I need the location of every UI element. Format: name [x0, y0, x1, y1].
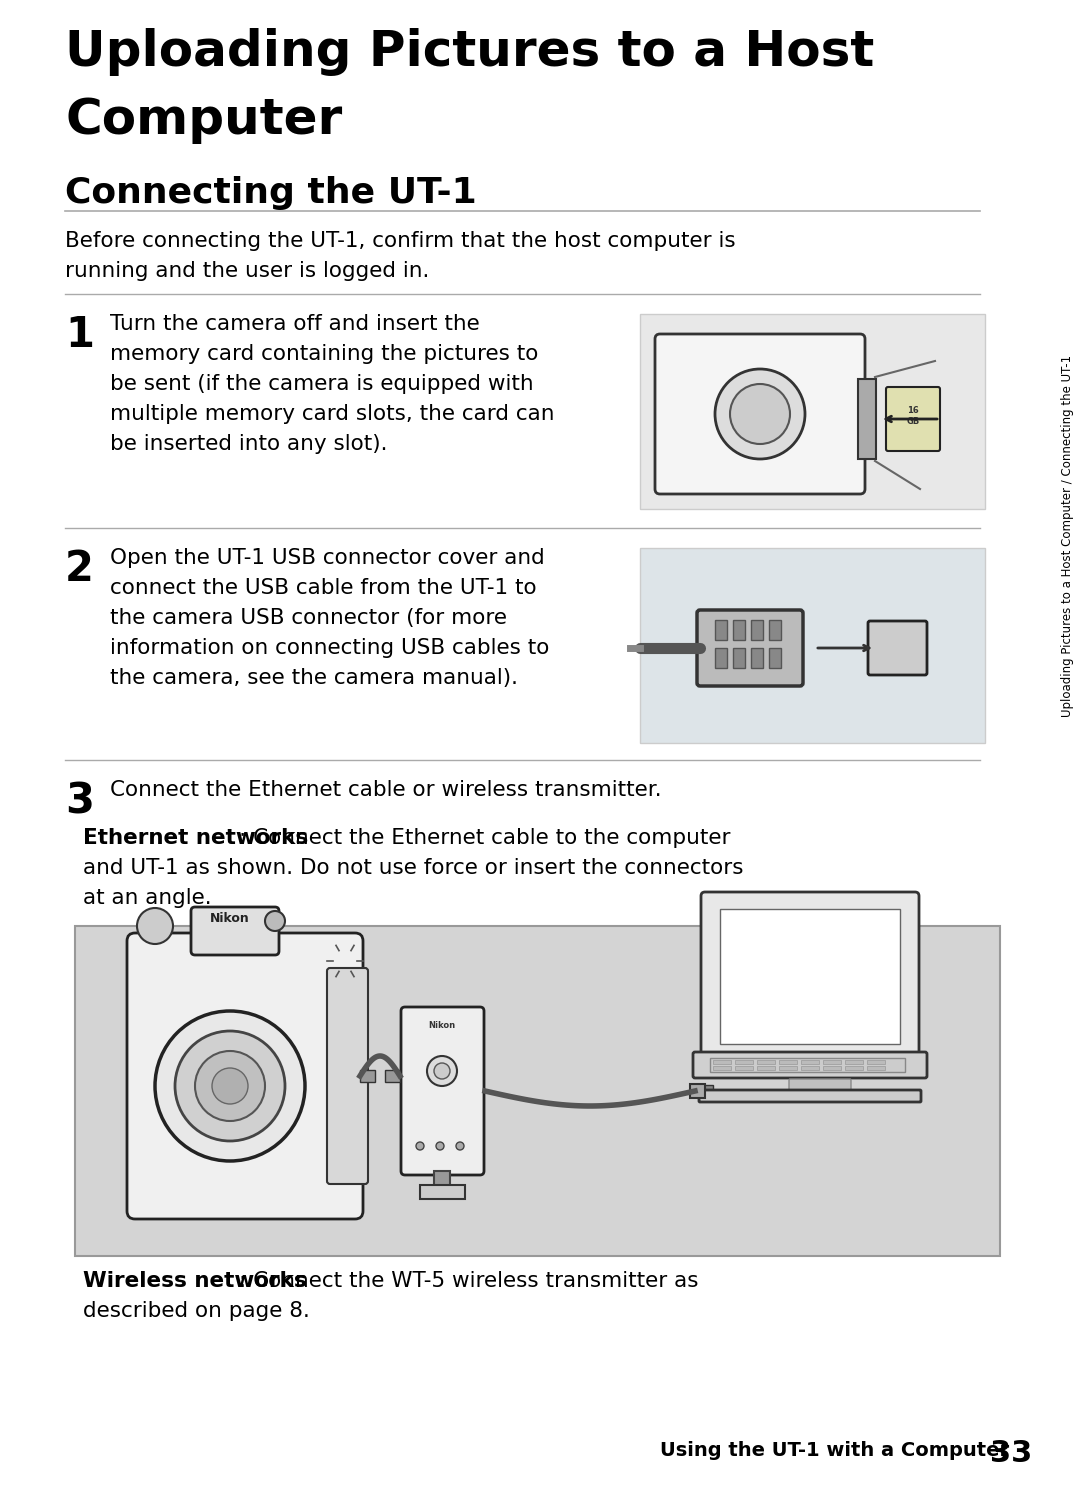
FancyBboxPatch shape: [868, 621, 927, 675]
Text: the camera, see the camera manual).: the camera, see the camera manual).: [110, 669, 518, 688]
Circle shape: [212, 1068, 248, 1104]
Text: : Connect the WT-5 wireless transmitter as: : Connect the WT-5 wireless transmitter …: [240, 1271, 699, 1291]
Text: Ethernet networks: Ethernet networks: [83, 828, 308, 849]
Bar: [779, 1060, 797, 1064]
Bar: [751, 648, 762, 669]
Text: Using the UT-1 with a Computer: Using the UT-1 with a Computer: [660, 1441, 1009, 1461]
Bar: [715, 648, 727, 669]
FancyBboxPatch shape: [789, 1079, 851, 1097]
Bar: [757, 1065, 775, 1070]
Bar: [384, 1070, 400, 1082]
Text: Connecting the UT-1: Connecting the UT-1: [65, 175, 476, 210]
FancyBboxPatch shape: [654, 334, 865, 493]
FancyBboxPatch shape: [697, 609, 804, 687]
Text: running and the user is logged in.: running and the user is logged in.: [65, 262, 430, 281]
Text: Connect the Ethernet cable or wireless transmitter.: Connect the Ethernet cable or wireless t…: [110, 780, 662, 799]
Text: be sent (if the camera is equipped with: be sent (if the camera is equipped with: [110, 374, 534, 394]
Bar: [640, 314, 985, 510]
Bar: [434, 1171, 450, 1186]
Circle shape: [175, 1031, 285, 1141]
Bar: [640, 548, 985, 743]
Circle shape: [434, 1062, 450, 1079]
FancyBboxPatch shape: [699, 1091, 921, 1103]
Text: 3: 3: [65, 780, 94, 822]
FancyBboxPatch shape: [127, 933, 363, 1219]
Bar: [715, 620, 727, 640]
Text: Turn the camera off and insert the: Turn the camera off and insert the: [110, 314, 480, 334]
Circle shape: [195, 1051, 265, 1120]
Bar: [801, 1060, 819, 1064]
FancyBboxPatch shape: [886, 386, 940, 450]
Text: Uploading Pictures to a Host Computer / Connecting the UT-1: Uploading Pictures to a Host Computer / …: [1061, 355, 1074, 718]
Circle shape: [137, 908, 173, 944]
Text: Nikon: Nikon: [429, 1021, 456, 1030]
Bar: [769, 620, 781, 640]
Bar: [713, 1060, 731, 1064]
Circle shape: [265, 911, 285, 932]
Text: 1: 1: [65, 314, 94, 357]
Bar: [75, 926, 1000, 1256]
Bar: [690, 1083, 705, 1098]
Circle shape: [715, 369, 805, 459]
Circle shape: [427, 1057, 457, 1086]
Bar: [823, 1060, 841, 1064]
Circle shape: [730, 383, 789, 444]
Bar: [757, 1060, 775, 1064]
Circle shape: [436, 1143, 444, 1150]
Bar: [735, 1065, 753, 1070]
Text: 2: 2: [65, 548, 94, 590]
Bar: [779, 1065, 797, 1070]
Bar: [360, 1070, 375, 1082]
Bar: [420, 1184, 465, 1199]
Bar: [801, 1065, 819, 1070]
Text: described on page 8.: described on page 8.: [83, 1302, 310, 1321]
Text: Computer: Computer: [65, 97, 342, 144]
Bar: [720, 909, 900, 1045]
Text: 33: 33: [990, 1438, 1032, 1468]
FancyBboxPatch shape: [701, 892, 919, 1060]
Bar: [867, 1065, 885, 1070]
Bar: [733, 620, 745, 640]
Circle shape: [416, 1143, 424, 1150]
FancyBboxPatch shape: [191, 906, 279, 955]
Text: Before connecting the UT-1, confirm that the host computer is: Before connecting the UT-1, confirm that…: [65, 230, 735, 251]
Bar: [713, 1065, 731, 1070]
Text: multiple memory card slots, the card can: multiple memory card slots, the card can: [110, 404, 554, 424]
Text: 16
GB: 16 GB: [906, 406, 920, 425]
FancyBboxPatch shape: [401, 1008, 484, 1175]
Text: and UT-1 as shown. Do not use force or insert the connectors: and UT-1 as shown. Do not use force or i…: [83, 857, 743, 878]
Bar: [751, 620, 762, 640]
Text: be inserted into any slot).: be inserted into any slot).: [110, 434, 388, 455]
Bar: [867, 1060, 885, 1064]
Bar: [696, 1085, 713, 1097]
FancyBboxPatch shape: [327, 967, 368, 1184]
Bar: [858, 379, 876, 459]
Circle shape: [456, 1143, 464, 1150]
Text: memory card containing the pictures to: memory card containing the pictures to: [110, 343, 538, 364]
Text: connect the USB cable from the UT-1 to: connect the USB cable from the UT-1 to: [110, 578, 537, 597]
Text: Open the UT-1 USB connector cover and: Open the UT-1 USB connector cover and: [110, 548, 544, 568]
Text: Wireless networks: Wireless networks: [83, 1271, 307, 1291]
Bar: [845, 1060, 863, 1064]
Text: Nikon: Nikon: [211, 912, 249, 926]
Bar: [735, 1060, 753, 1064]
Bar: [733, 648, 745, 669]
Text: : Connect the Ethernet cable to the computer: : Connect the Ethernet cable to the comp…: [240, 828, 731, 849]
Text: the camera USB connector (for more: the camera USB connector (for more: [110, 608, 507, 629]
Bar: [845, 1065, 863, 1070]
FancyBboxPatch shape: [693, 1052, 927, 1077]
Text: at an angle.: at an angle.: [83, 889, 212, 908]
Text: information on connecting USB cables to: information on connecting USB cables to: [110, 637, 550, 658]
Text: Uploading Pictures to a Host: Uploading Pictures to a Host: [65, 28, 874, 76]
Circle shape: [156, 1010, 305, 1161]
Bar: [710, 1058, 905, 1071]
Bar: [769, 648, 781, 669]
Bar: [823, 1065, 841, 1070]
